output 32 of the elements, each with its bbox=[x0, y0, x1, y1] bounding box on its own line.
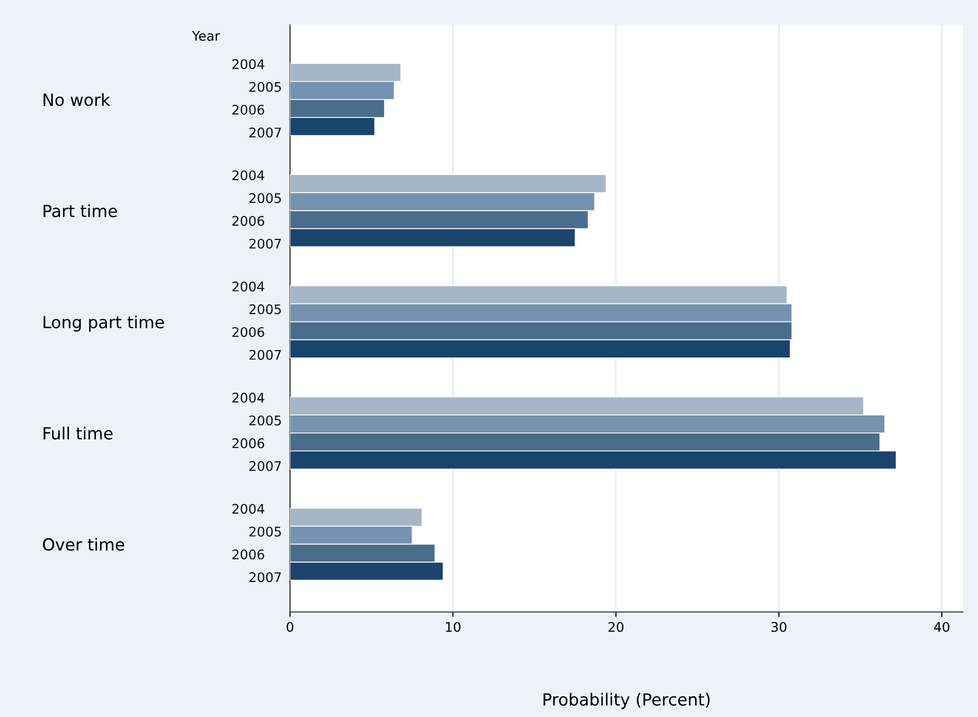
text: 2007 bbox=[249, 461, 281, 472]
x-axis-title: Probability (Percent) bbox=[544, 692, 710, 709]
text: 2004 bbox=[232, 392, 264, 403]
text: 2004 bbox=[232, 504, 264, 514]
y-tick-label: Full time bbox=[44, 426, 113, 440]
text: 2006 bbox=[232, 438, 264, 448]
y-tick-label: Long part time bbox=[44, 316, 164, 332]
x-tick-label: 0 bbox=[286, 622, 294, 632]
y-tick-label: Over time bbox=[42, 538, 124, 551]
text: 2007 bbox=[249, 350, 281, 360]
y-tick-label: Part time bbox=[44, 204, 117, 218]
x-tick-label: 10 bbox=[446, 622, 460, 632]
text: 2006 bbox=[232, 327, 264, 338]
y-tick-label: No work bbox=[44, 93, 110, 106]
x-tick-label: 40 bbox=[934, 622, 950, 632]
text: 2004 bbox=[232, 281, 264, 292]
text: 2006 bbox=[232, 549, 264, 560]
text: 2007 bbox=[249, 238, 281, 249]
legend-title: Year bbox=[192, 31, 220, 41]
series-label: 2007 bbox=[249, 128, 281, 138]
x-tick-label: 20 bbox=[608, 622, 624, 632]
series-label: 2005 bbox=[249, 82, 281, 92]
series-label: 2004 bbox=[232, 59, 264, 70]
series-label: 2006 bbox=[232, 104, 264, 115]
text: 2005 bbox=[249, 415, 281, 426]
text: 2005 bbox=[249, 193, 281, 204]
text: 2006 bbox=[232, 216, 264, 226]
x-tick-label: 30 bbox=[771, 622, 786, 632]
text: 2004 bbox=[232, 170, 264, 180]
text: 2007 bbox=[249, 572, 281, 582]
text: 2005 bbox=[249, 304, 281, 314]
text: 2005 bbox=[249, 526, 281, 537]
